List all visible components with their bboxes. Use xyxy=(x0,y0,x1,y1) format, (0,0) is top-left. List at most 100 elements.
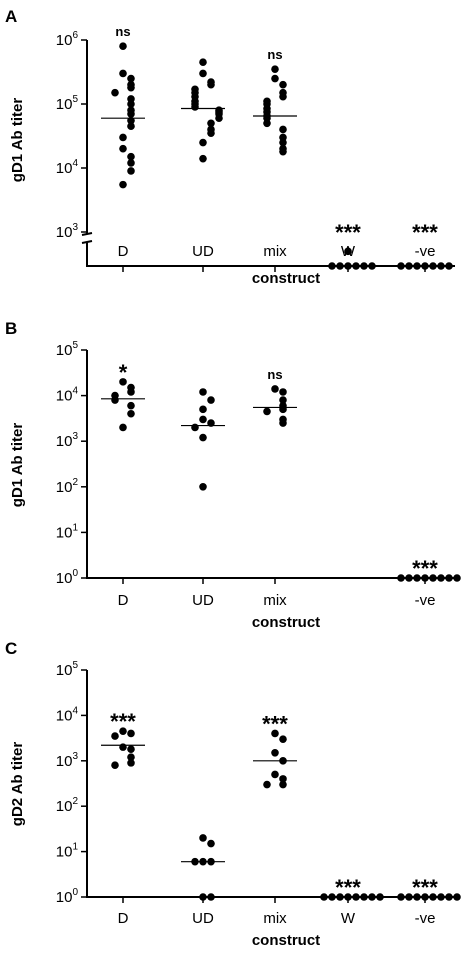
x-tick-label: -ve xyxy=(415,243,436,260)
y-tick-base: 10 xyxy=(56,388,73,405)
significance-label: *** xyxy=(335,875,361,900)
data-point xyxy=(344,247,352,256)
data-point xyxy=(111,732,119,740)
data-point xyxy=(199,483,207,491)
y-tick-label: 101 xyxy=(56,842,79,861)
data-point xyxy=(271,65,279,73)
data-point xyxy=(279,80,287,89)
y-tick-base: 10 xyxy=(56,479,73,496)
data-point xyxy=(279,138,287,147)
data-point xyxy=(279,396,287,404)
y-tick-exponent: 3 xyxy=(72,751,78,762)
x-tick-label: -ve xyxy=(415,592,436,609)
y-tick-exponent: 4 xyxy=(72,158,78,169)
data-point xyxy=(119,727,127,735)
data-point xyxy=(397,893,405,901)
data-point xyxy=(119,378,127,386)
y-tick-base: 10 xyxy=(56,798,73,815)
data-point xyxy=(263,780,271,789)
data-point xyxy=(199,893,207,901)
y-tick-base: 10 xyxy=(56,662,73,679)
data-point xyxy=(111,88,119,97)
data-point xyxy=(199,415,207,424)
data-point xyxy=(199,58,207,66)
y-tick-base: 10 xyxy=(56,524,73,541)
y-tick-exponent: 2 xyxy=(72,477,78,488)
y-tick-base: 10 xyxy=(56,570,73,587)
data-point xyxy=(127,409,135,418)
y-tick-label: 104 xyxy=(56,158,79,177)
data-point xyxy=(127,753,135,762)
data-point xyxy=(445,893,453,901)
y-tick-exponent: 3 xyxy=(72,431,78,442)
y-tick-label: 104 xyxy=(56,705,79,724)
data-point xyxy=(199,138,207,147)
x-tick-label: mix xyxy=(263,910,287,927)
data-point xyxy=(127,122,135,130)
data-point xyxy=(191,103,199,111)
y-tick-label: 102 xyxy=(56,796,79,815)
data-point xyxy=(279,775,287,783)
x-tick-label: D xyxy=(118,592,129,609)
data-point xyxy=(199,154,207,163)
data-point xyxy=(271,385,279,393)
data-point xyxy=(215,114,223,122)
significance-label: *** xyxy=(110,709,136,734)
y-tick-base: 10 xyxy=(56,844,73,861)
data-point xyxy=(127,83,135,92)
y-tick-exponent: 1 xyxy=(72,522,78,533)
data-point xyxy=(397,574,405,582)
y-tick-label: 101 xyxy=(56,522,79,541)
significance-label: * xyxy=(119,360,128,385)
data-point xyxy=(199,69,207,78)
panel-letter: C xyxy=(5,639,17,658)
data-point xyxy=(127,401,135,410)
panel-letter: A xyxy=(5,7,17,26)
data-point xyxy=(199,834,207,842)
data-point xyxy=(119,69,127,78)
x-tick-label: mix xyxy=(263,243,287,260)
data-point xyxy=(376,893,384,901)
y-tick-base: 10 xyxy=(56,224,73,241)
data-point xyxy=(279,147,287,156)
x-tick-label: D xyxy=(118,910,129,927)
x-axis-label: construct xyxy=(252,270,320,287)
significance-label: *** xyxy=(412,220,438,245)
data-point xyxy=(271,74,279,83)
data-point xyxy=(263,119,271,128)
data-point xyxy=(263,407,271,416)
data-point xyxy=(279,388,287,396)
y-tick-base: 10 xyxy=(56,753,73,770)
significance-label: *** xyxy=(412,875,438,900)
y-axis-label: gD1 Ab titer xyxy=(9,423,26,508)
data-point xyxy=(127,110,135,118)
y-tick-label: 100 xyxy=(56,568,79,587)
data-point xyxy=(453,893,461,901)
data-point xyxy=(199,433,207,442)
data-point xyxy=(127,152,135,161)
y-tick-label: 105 xyxy=(56,660,79,679)
data-point xyxy=(207,893,215,901)
data-point xyxy=(127,74,135,83)
y-tick-exponent: 5 xyxy=(72,94,78,105)
y-tick-label: 103 xyxy=(56,222,79,241)
y-tick-exponent: 4 xyxy=(72,705,78,716)
x-tick-label: D xyxy=(118,243,129,260)
y-tick-label: 105 xyxy=(56,340,79,359)
y-tick-base: 10 xyxy=(56,707,73,724)
y-tick-base: 10 xyxy=(56,96,73,113)
data-point xyxy=(445,574,453,582)
x-tick-label: UD xyxy=(192,592,214,609)
y-tick-exponent: 0 xyxy=(72,568,78,579)
data-point xyxy=(127,100,135,108)
data-point xyxy=(207,80,215,89)
x-tick-label: UD xyxy=(192,243,214,260)
y-tick-exponent: 5 xyxy=(72,340,78,351)
y-tick-base: 10 xyxy=(56,433,73,450)
y-tick-exponent: 2 xyxy=(72,796,78,807)
significance-label: ns xyxy=(267,367,282,382)
y-tick-label: 106 xyxy=(56,30,79,49)
y-tick-label: 103 xyxy=(56,431,79,450)
